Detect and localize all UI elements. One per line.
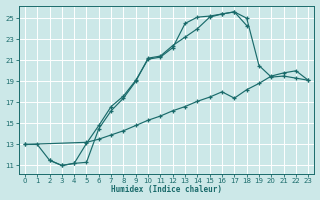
X-axis label: Humidex (Indice chaleur): Humidex (Indice chaleur) [111,185,222,194]
